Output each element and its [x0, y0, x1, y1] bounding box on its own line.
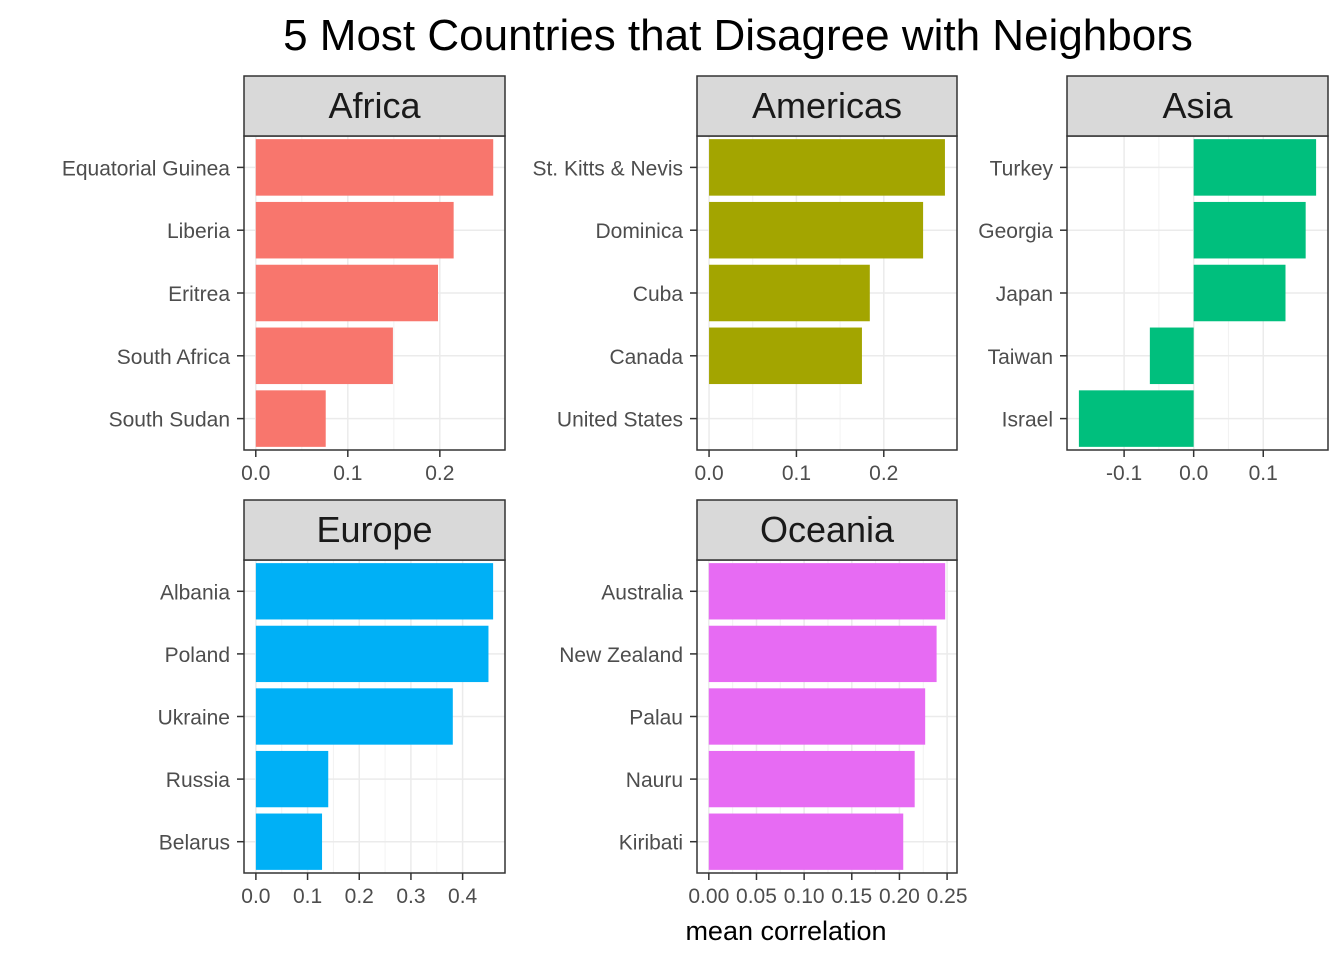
y-tick-label: Albania: [160, 581, 230, 604]
y-tick-label: South Africa: [117, 346, 231, 369]
x-tick-label: 0.0: [241, 462, 270, 485]
x-tick-label: 0.00: [688, 885, 729, 908]
y-tick-label: South Sudan: [109, 409, 230, 432]
facet-strip: [1066, 75, 1329, 137]
x-tick-label: -0.1: [1106, 462, 1142, 485]
facet-panel-americas: Americas St. Kitts & Nevis Dominica Cuba Can…: [532, 75, 958, 485]
facet-strip: [243, 499, 506, 561]
x-tick-label: 0.0: [241, 885, 270, 908]
x-axis-label: mean correlation: [685, 916, 886, 946]
chart-title: 5 Most Countries that Disagree with Neig…: [283, 11, 1193, 60]
x-tick-label: 0.1: [1249, 462, 1278, 485]
facet-panel-oceania: Oceania Australia New Zealand Palau Nauru Kir…: [559, 499, 968, 908]
x-tick-label: 0.2: [425, 462, 454, 485]
x-tick-label: 0.2: [345, 885, 374, 908]
bar-eritrea: [255, 264, 439, 322]
bar-south-sudan: [255, 390, 326, 447]
x-tick-label: 0.10: [784, 885, 825, 908]
y-tick-label: United States: [557, 409, 683, 432]
y-tick-label: St. Kitts & Nevis: [532, 157, 683, 180]
facet-panel-europe: Europe Albania Poland Ukraine Russia Belarus 0…: [158, 499, 506, 908]
bar-south-africa: [255, 327, 393, 385]
facet-strip: [696, 499, 958, 561]
y-tick-label: Japan: [996, 283, 1053, 306]
y-tick-label: Dominica: [595, 220, 683, 243]
y-tick-label: Israel: [1002, 409, 1053, 432]
y-tick-label: Poland: [165, 644, 230, 667]
y-tick-label: Turkey: [990, 157, 1054, 180]
bar-liberia: [255, 201, 454, 259]
facet-strip-label: Africa: [328, 85, 421, 126]
x-tick-label: 0.0: [1179, 462, 1208, 485]
bar-japan: [1193, 264, 1286, 322]
x-tick-label: 0.20: [879, 885, 920, 908]
facet-strip: [243, 75, 506, 137]
y-tick-label: Palau: [629, 707, 683, 730]
x-tick-label: 0.1: [782, 462, 811, 485]
facet-strip-label: Americas: [752, 85, 902, 126]
bar-albania: [255, 563, 494, 620]
facet-panels: Africa Equatorial Guinea Liberia Eritrea Sou…: [62, 75, 1329, 908]
bar-cuba: [709, 264, 870, 322]
facet-panel-asia: Asia Turkey Georgia Japan Taiwan Israel -0.1 0.…: [978, 75, 1329, 485]
facet-strip-label: Europe: [316, 509, 432, 550]
facet-strip-label: Oceania: [760, 509, 895, 550]
x-tick-label: 0.3: [396, 885, 425, 908]
bar-russia: [255, 750, 329, 808]
x-tick-label: 0.1: [333, 462, 362, 485]
y-tick-label: Russia: [166, 769, 231, 792]
y-tick-label: Equatorial Guinea: [62, 157, 230, 180]
x-tick-label: 0.4: [448, 885, 478, 908]
x-tick-label: 0.25: [927, 885, 968, 908]
bar-israel: [1078, 390, 1194, 447]
bar-new-zealand: [708, 625, 937, 683]
bar-ukraine: [255, 688, 453, 745]
x-tick-label: 0.05: [736, 885, 777, 908]
y-tick-label: Ukraine: [158, 707, 230, 730]
bar-australia: [708, 563, 946, 620]
y-tick-label: Cuba: [633, 283, 684, 306]
bar-poland: [255, 625, 489, 683]
bar-kiribati: [708, 813, 904, 870]
y-tick-label: Kiribati: [619, 832, 683, 855]
y-tick-label: Nauru: [626, 769, 683, 792]
bar-turkey: [1193, 139, 1317, 196]
x-tick-label: 0.1: [293, 885, 322, 908]
bar-canada: [709, 327, 862, 385]
y-tick-label: Eritrea: [168, 283, 230, 306]
x-tick-label: 0.0: [694, 462, 723, 485]
y-tick-label: New Zealand: [559, 644, 683, 667]
y-tick-label: Taiwan: [988, 346, 1053, 369]
facet-strip-label: Asia: [1162, 85, 1233, 126]
bar-equatorial-guinea: [255, 139, 494, 196]
y-tick-label: Liberia: [167, 220, 230, 243]
bar-georgia: [1193, 201, 1306, 259]
facet-panel-africa: Africa Equatorial Guinea Liberia Eritrea Sou…: [62, 75, 506, 485]
x-tick-label: 0.2: [869, 462, 898, 485]
bar-palau: [708, 688, 926, 745]
facet-strip: [696, 75, 958, 137]
y-tick-label: Canada: [609, 346, 683, 369]
y-tick-label: Georgia: [978, 220, 1053, 243]
bar-belarus: [255, 813, 323, 870]
y-tick-label: Belarus: [159, 832, 230, 855]
x-tick-label: 0.15: [831, 885, 872, 908]
bar-dominica: [709, 201, 924, 259]
bar-nauru: [708, 750, 915, 808]
bar-taiwan: [1149, 327, 1194, 385]
y-tick-label: Australia: [601, 581, 683, 604]
bar-st-kitts-nevis: [709, 139, 945, 196]
